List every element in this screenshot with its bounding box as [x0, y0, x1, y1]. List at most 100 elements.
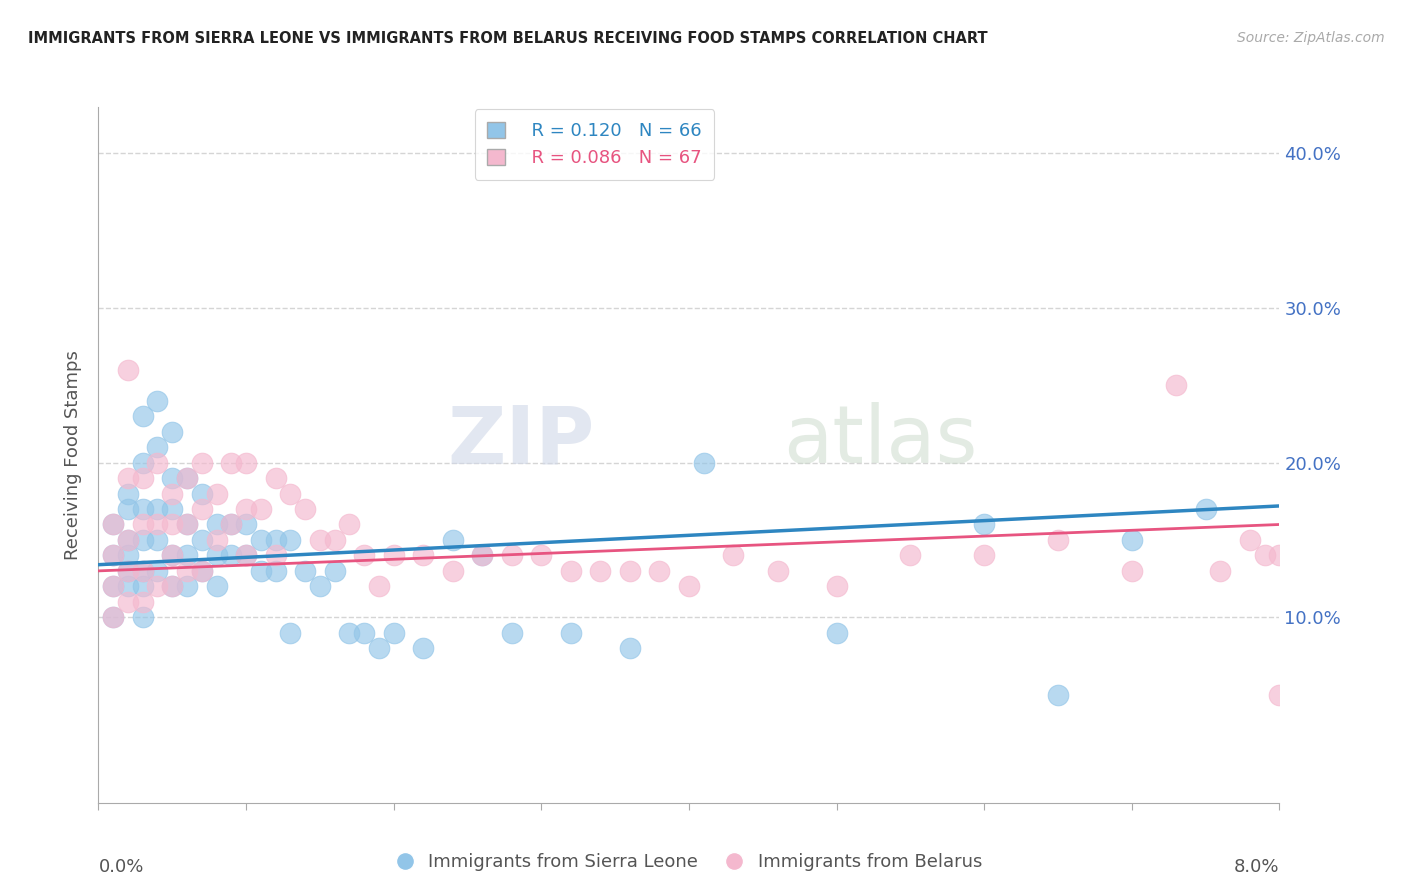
Point	[219, 549, 242, 563]
Point	[1268, 688, 1291, 702]
Point	[132, 564, 155, 578]
Point	[235, 502, 257, 516]
Point	[191, 486, 214, 500]
Point	[117, 564, 139, 578]
Point	[560, 625, 582, 640]
Point	[117, 579, 139, 593]
Text: ZIP: ZIP	[447, 402, 595, 480]
Text: 0.0%: 0.0%	[98, 858, 143, 877]
Point	[1121, 533, 1143, 547]
Point	[619, 641, 641, 656]
Point	[146, 517, 169, 532]
Point	[471, 549, 494, 563]
Point	[132, 456, 155, 470]
Point	[191, 564, 214, 578]
Point	[146, 564, 169, 578]
Point	[693, 456, 716, 470]
Point	[337, 517, 360, 532]
Point	[132, 517, 155, 532]
Point	[264, 564, 287, 578]
Point	[1209, 564, 1232, 578]
Point	[1268, 549, 1291, 563]
Text: atlas: atlas	[783, 402, 977, 480]
Point	[117, 533, 139, 547]
Point	[264, 533, 287, 547]
Point	[205, 549, 228, 563]
Point	[103, 610, 125, 624]
Legend:   R = 0.120   N = 66,   R = 0.086   N = 67: R = 0.120 N = 66, R = 0.086 N = 67	[475, 109, 714, 180]
Point	[205, 486, 228, 500]
Point	[308, 579, 332, 593]
Point	[264, 471, 287, 485]
Point	[117, 363, 139, 377]
Point	[367, 641, 389, 656]
Point	[1254, 549, 1277, 563]
Point	[205, 579, 228, 593]
Point	[235, 549, 257, 563]
Point	[176, 564, 198, 578]
Point	[162, 549, 183, 563]
Point	[191, 564, 214, 578]
Point	[973, 517, 995, 532]
Point	[132, 471, 155, 485]
Point	[501, 549, 523, 563]
Point	[103, 517, 125, 532]
Text: Source: ZipAtlas.com: Source: ZipAtlas.com	[1237, 31, 1385, 45]
Point	[205, 517, 228, 532]
Point	[103, 610, 125, 624]
Point	[205, 533, 228, 547]
Point	[132, 533, 155, 547]
Point	[117, 533, 139, 547]
Point	[323, 533, 346, 547]
Point	[162, 425, 183, 439]
Point	[132, 610, 155, 624]
Point	[441, 533, 464, 547]
Point	[162, 549, 183, 563]
Point	[176, 517, 198, 532]
Point	[337, 625, 360, 640]
Point	[117, 595, 139, 609]
Point	[162, 502, 183, 516]
Point	[294, 502, 316, 516]
Point	[117, 549, 139, 563]
Point	[103, 579, 125, 593]
Point	[146, 533, 169, 547]
Point	[162, 517, 183, 532]
Text: 8.0%: 8.0%	[1234, 858, 1279, 877]
Point	[117, 564, 139, 578]
Point	[1194, 502, 1216, 516]
Point	[132, 579, 155, 593]
Point	[132, 409, 155, 424]
Legend: Immigrants from Sierra Leone, Immigrants from Belarus: Immigrants from Sierra Leone, Immigrants…	[388, 847, 990, 879]
Point	[162, 471, 183, 485]
Point	[103, 579, 125, 593]
Point	[176, 471, 198, 485]
Point	[176, 579, 198, 593]
Point	[191, 456, 214, 470]
Point	[162, 579, 183, 593]
Point	[382, 549, 405, 563]
Point	[162, 579, 183, 593]
Point	[146, 502, 169, 516]
Point	[250, 564, 273, 578]
Point	[103, 517, 125, 532]
Point	[900, 549, 922, 563]
Point	[235, 549, 257, 563]
Point	[721, 549, 744, 563]
Point	[146, 440, 169, 454]
Point	[678, 579, 700, 593]
Point	[250, 533, 273, 547]
Point	[1046, 533, 1069, 547]
Point	[191, 533, 214, 547]
Point	[103, 549, 125, 563]
Point	[825, 625, 848, 640]
Point	[117, 471, 139, 485]
Point	[176, 549, 198, 563]
Point	[146, 579, 169, 593]
Point	[235, 456, 257, 470]
Point	[973, 549, 995, 563]
Point	[264, 549, 287, 563]
Point	[294, 564, 316, 578]
Point	[382, 625, 405, 640]
Point	[219, 517, 242, 532]
